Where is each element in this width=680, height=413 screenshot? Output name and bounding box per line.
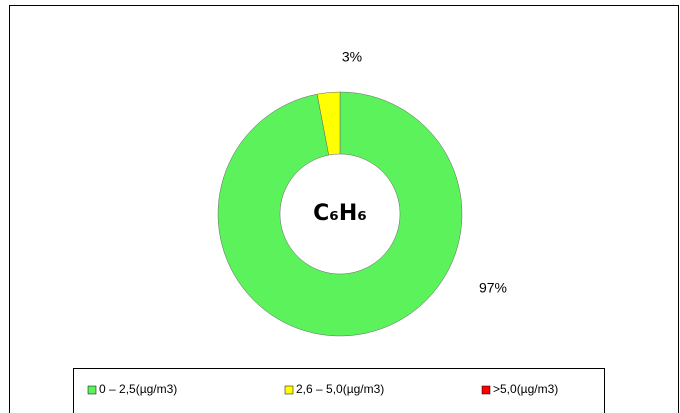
- donut-slice: [316, 91, 341, 156]
- data-label: 97%: [479, 280, 507, 296]
- data-label: 3%: [342, 49, 362, 65]
- chart-frame: [9, 5, 679, 413]
- legend-label: 0 – 2,5(µg/m3): [99, 382, 177, 396]
- center-label: C₆H₆: [313, 201, 367, 226]
- legend-label: 2,6 – 5,0(µg/m3): [296, 382, 384, 396]
- legend-box: [73, 368, 605, 413]
- legend-swatch: [87, 385, 97, 395]
- donut-slice: [217, 91, 463, 337]
- legend-label: >5,0(µg/m3): [493, 382, 558, 396]
- legend-swatch: [284, 385, 294, 395]
- legend-swatch: [481, 385, 491, 395]
